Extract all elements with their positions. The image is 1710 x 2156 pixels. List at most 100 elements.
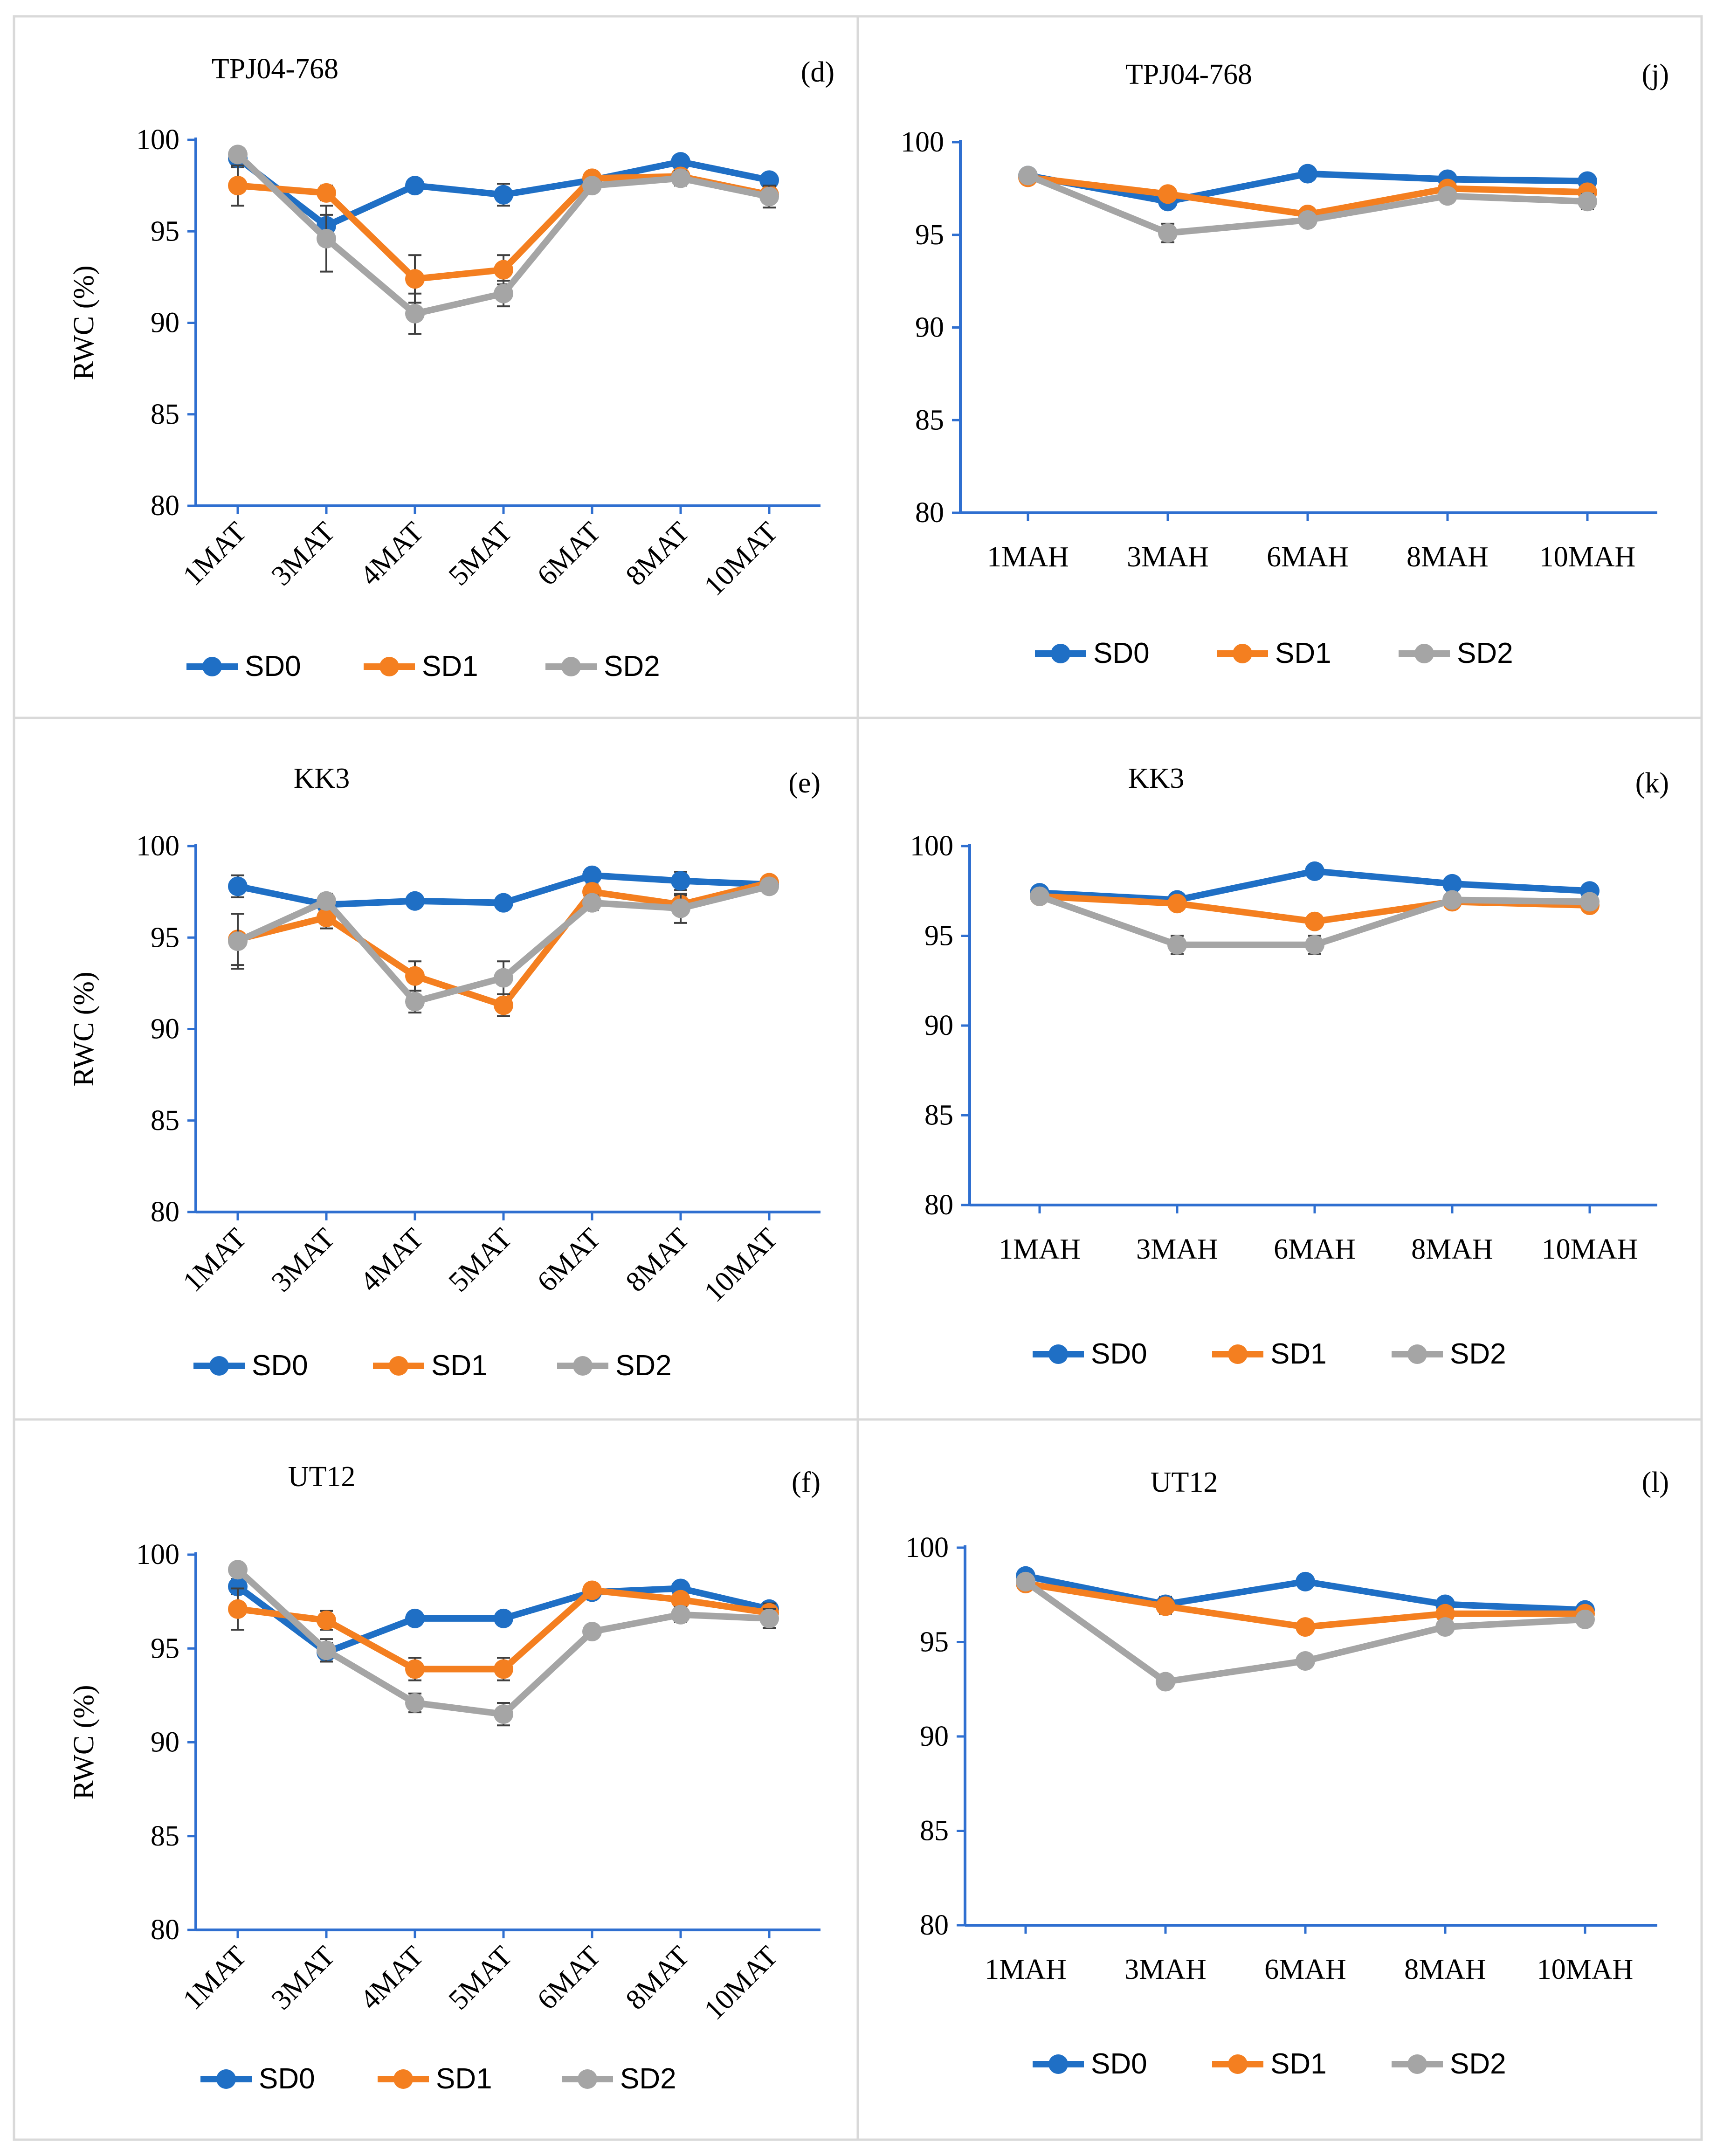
x-tick-label: 8MAH (1407, 541, 1489, 573)
x-tick-label: 4MAT (354, 516, 430, 592)
data-point (671, 152, 690, 172)
y-tick-label: 85 (151, 1820, 179, 1852)
chart-title: UT12 (288, 1461, 356, 1493)
legend-label: SD0 (1093, 637, 1150, 669)
panel-frame (856, 15, 1703, 719)
legend: SD0 SD1 SD2 (1033, 2048, 1506, 2080)
legend-label: SD2 (604, 650, 660, 682)
legend-swatch-marker (379, 657, 399, 676)
y-tick-label: 80 (151, 1196, 179, 1228)
legend-label: SD0 (1091, 1338, 1147, 1370)
data-point (1167, 935, 1187, 955)
legend-swatch-marker (389, 1356, 408, 1376)
data-point (405, 303, 425, 324)
data-point (671, 898, 690, 918)
data-point (582, 1622, 602, 1642)
data-point (228, 1577, 248, 1597)
data-point (1016, 1571, 1035, 1591)
chart-title: TPJ04-768 (212, 53, 338, 85)
y-tick-label: 90 (924, 1010, 953, 1041)
chart-panel-k: KK3 (k) 100 95 90 85 80 1MAH 3MAH 6MAH 8MAH 10MAH SD… (910, 763, 1669, 1370)
y-tick-label: 100 (910, 830, 953, 862)
y-tick-label: 85 (151, 399, 179, 430)
x-tick-label: 6MAT (531, 1940, 607, 2016)
series-sd2 (1018, 165, 1597, 243)
x-tick-label: 5MAT (442, 1940, 518, 2016)
data-point (228, 1560, 248, 1580)
legend-label: SD1 (1275, 637, 1331, 669)
panel-letter: (f) (792, 1467, 821, 1498)
data-point (1018, 165, 1038, 186)
x-tick-label: 1MAH (999, 1233, 1081, 1265)
data-point (317, 908, 336, 928)
data-point (494, 968, 513, 988)
data-point (405, 1608, 425, 1628)
x-tick-label: 4MAT (354, 1222, 430, 1298)
legend-swatch-marker (216, 2069, 236, 2089)
y-tick-label: 80 (151, 1914, 179, 1946)
data-point (759, 876, 779, 896)
data-point (494, 893, 513, 913)
y-tick-label: 90 (920, 1721, 949, 1752)
series-sd2 (228, 876, 779, 1014)
panel-letter: (d) (801, 56, 834, 88)
data-point (494, 260, 513, 280)
y-tick-label: 95 (151, 215, 179, 247)
y-tick-label: 95 (920, 1626, 949, 1658)
legend-swatch-marker (1228, 2054, 1248, 2074)
legend-label: SD1 (436, 2063, 492, 2095)
x-tick-label: 10MAT (698, 1940, 784, 2026)
legend-label: SD1 (431, 1350, 488, 1382)
chart-panel-e: KK3 (e) 100 95 90 85 80 RWC (%) 1MAT 3MAT 4MAT 5MAT… (68, 763, 821, 1382)
data-point (1167, 894, 1187, 914)
data-point (1158, 223, 1178, 243)
x-tick-label: 8MAT (620, 1940, 696, 2016)
y-tick-label: 85 (920, 1815, 949, 1847)
data-point (582, 893, 602, 913)
data-point (671, 168, 690, 188)
panel-frames (13, 15, 1703, 2141)
legend-swatch-marker (202, 657, 222, 676)
data-point (405, 966, 425, 986)
chart-title: TPJ04-768 (1125, 59, 1252, 90)
data-point (1296, 1651, 1315, 1671)
y-tick-label: 95 (151, 922, 179, 953)
data-point (494, 1704, 513, 1724)
y-tick-label: 90 (151, 1013, 179, 1045)
panel-frame (13, 1418, 859, 2141)
chart-panel-d: TPJ04-768 (d) 100 95 90 85 80 RWC (%) 1MAT 3MAT 4M… (68, 53, 834, 682)
chart-title: KK3 (294, 763, 350, 794)
data-point (228, 145, 248, 165)
data-point (1578, 192, 1597, 212)
y-tick-label: 90 (151, 1727, 179, 1758)
x-tick-label: 1MAT (177, 1940, 253, 2016)
data-point (1438, 186, 1457, 206)
panel-letter: (e) (788, 767, 821, 799)
data-point (317, 1610, 336, 1630)
x-tick-label: 1MAT (177, 1222, 253, 1298)
y-tick-label: 95 (915, 219, 944, 251)
legend: SD0 SD1 SD2 (1035, 637, 1513, 669)
x-tick-label: 8MAT (620, 1222, 696, 1298)
legend-swatch-marker (1407, 1344, 1427, 1364)
legend-swatch-marker (578, 2069, 597, 2089)
chart-panel-l: UT12 (l) 100 95 90 85 80 1MAH 3MAH 6MAH 8MAH 10MAH S… (905, 1467, 1669, 2080)
legend-label: SD2 (1450, 1338, 1506, 1370)
data-point (1442, 874, 1462, 894)
panel-letter: (k) (1635, 767, 1669, 799)
legend-label: SD2 (620, 2063, 676, 2095)
panel-frame (856, 716, 1703, 1421)
data-point (1305, 861, 1324, 881)
x-tick-label: 8MAH (1411, 1233, 1493, 1265)
legend-label: SD2 (1450, 2048, 1506, 2080)
y-tick-label: 90 (915, 312, 944, 344)
data-point (1435, 1617, 1455, 1637)
data-point (405, 992, 425, 1012)
x-tick-label: 5MAT (442, 1222, 518, 1298)
x-tick-label: 6MAT (531, 516, 607, 592)
data-point (317, 1640, 336, 1660)
y-tick-label: 100 (905, 1532, 949, 1564)
data-point (1156, 1672, 1175, 1692)
y-tick-label: 95 (924, 920, 953, 952)
data-point (317, 891, 336, 911)
